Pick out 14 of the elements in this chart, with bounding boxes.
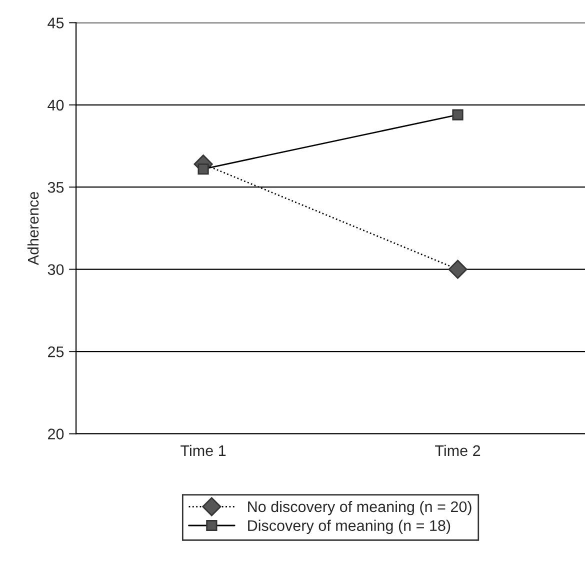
point [448, 260, 468, 279]
point [452, 109, 464, 120]
x-tick-label: Time 1 [180, 444, 226, 456]
legend-label: No discovery of meaning (n = 20) [248, 500, 472, 516]
y-tick-label: 45 [48, 18, 64, 28]
y-tick-label: 20 [48, 428, 64, 440]
y-tick-label: 35 [48, 182, 64, 193]
x-tick-label: Time 2 [435, 444, 480, 456]
point [198, 163, 209, 175]
y-tick-label: 30 [48, 264, 64, 276]
y-axis-title: Adherence [27, 192, 39, 266]
y-tick-label: 40 [48, 100, 64, 111]
y-tick-label: 25 [48, 346, 64, 358]
legend-label: Discovery of meaning (n = 18) [248, 520, 450, 534]
